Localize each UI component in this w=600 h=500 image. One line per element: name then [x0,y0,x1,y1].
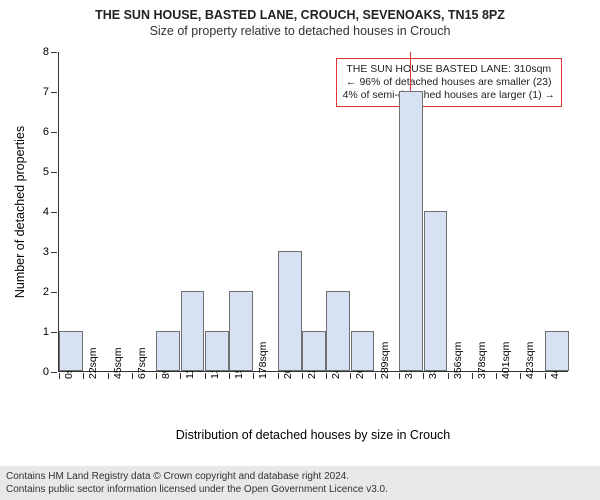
histogram-bar [59,331,83,371]
histogram-bar [156,331,180,371]
x-tick [423,373,424,379]
histogram-bar [229,291,253,371]
x-tick-label: 45sqm [112,347,124,379]
x-tick [545,373,546,379]
x-tick-label: 378sqm [476,342,488,379]
x-tick [472,373,473,379]
x-tick-label: 423sqm [524,342,536,379]
annotation-line: THE SUN HOUSE BASTED LANE: 310sqm [343,63,555,76]
x-tick [132,373,133,379]
footer-line: Contains HM Land Registry data © Crown c… [6,470,594,483]
histogram-bar [326,291,350,371]
x-tick [108,373,109,379]
x-tick-label: 178sqm [257,342,269,379]
y-tick [51,52,57,53]
x-tick [180,373,181,379]
x-tick [448,373,449,379]
histogram-bar [424,211,448,371]
chart-container: THE SUN HOUSE, BASTED LANE, CROUCH, SEVE… [0,0,600,500]
x-tick [520,373,521,379]
y-tick [51,172,57,173]
y-tick-label: 8 [43,46,49,58]
footer: Contains HM Land Registry data © Crown c… [0,466,600,500]
x-tick-label: 401sqm [500,342,512,379]
x-tick [156,373,157,379]
x-tick [205,373,206,379]
x-tick-label: 356sqm [452,342,464,379]
y-tick-label: 4 [43,206,49,218]
x-tick-label: 22sqm [87,347,99,379]
x-tick [278,373,279,379]
x-tick [83,373,84,379]
y-tick-label: 6 [43,126,49,138]
x-tick [229,373,230,379]
x-axis-label: Distribution of detached houses by size … [176,428,450,442]
annotation-line: 4% of semi-detached houses are larger (1… [343,89,555,102]
plot-area: THE SUN HOUSE BASTED LANE: 310sqm ← 96% … [58,52,568,372]
histogram-bar [205,331,229,371]
y-axis-label: Number of detached properties [13,126,27,298]
x-tick [59,373,60,379]
histogram-bar [399,91,423,371]
histogram-bar [181,291,205,371]
annotation-line: ← 96% of detached houses are smaller (23… [343,76,555,89]
y-tick [51,212,57,213]
x-tick-label: 289sqm [379,342,391,379]
chart-title: THE SUN HOUSE, BASTED LANE, CROUCH, SEVE… [0,0,600,22]
x-tick-label: 67sqm [136,347,148,379]
annotation-box: THE SUN HOUSE BASTED LANE: 310sqm ← 96% … [336,58,562,107]
y-tick [51,252,57,253]
y-tick-label: 1 [43,326,49,338]
y-tick [51,372,57,373]
x-tick [375,373,376,379]
y-tick [51,132,57,133]
y-tick [51,292,57,293]
y-tick-label: 7 [43,86,49,98]
y-tick-label: 2 [43,286,49,298]
x-tick [350,373,351,379]
y-tick-label: 0 [43,366,49,378]
x-tick [326,373,327,379]
y-tick-label: 5 [43,166,49,178]
histogram-bar [351,331,375,371]
footer-line: Contains public sector information licen… [6,483,594,496]
y-tick [51,332,57,333]
y-tick-label: 3 [43,246,49,258]
y-tick [51,92,57,93]
x-tick [496,373,497,379]
chart-subtitle: Size of property relative to detached ho… [0,22,600,38]
x-tick [302,373,303,379]
histogram-bar [545,331,569,371]
histogram-bar [302,331,326,371]
x-tick [253,373,254,379]
histogram-bar [278,251,302,371]
x-tick [399,373,400,379]
